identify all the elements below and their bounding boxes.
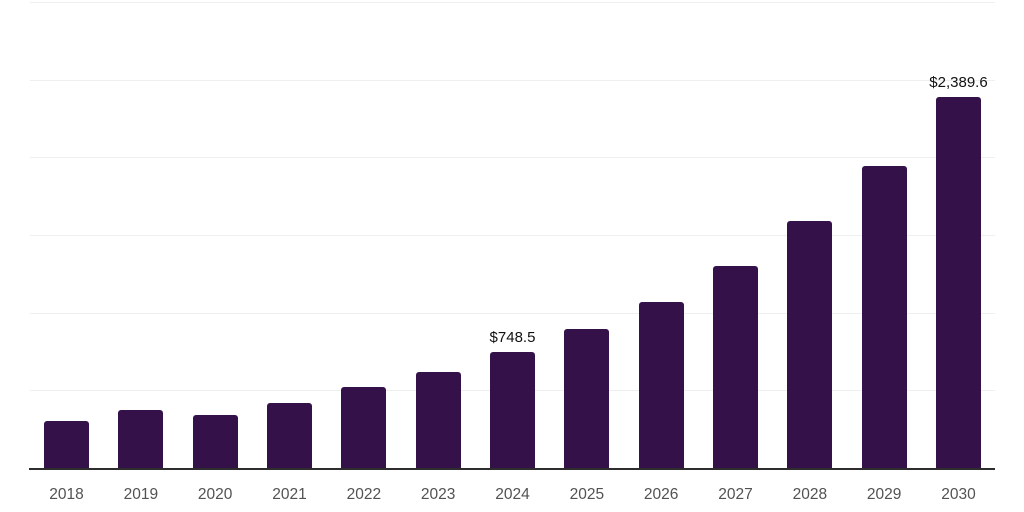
x-tick-label-2028: 2028 [792, 486, 828, 503]
gridline [30, 79, 995, 81]
bar-2028 [787, 220, 833, 468]
bar-value-label-2030: $2,389.6 [929, 73, 988, 91]
gridline [30, 235, 995, 236]
bar-2027 [712, 265, 758, 468]
x-tick-label-2026: 2026 [643, 486, 679, 503]
bar-2020 [192, 415, 238, 468]
bar-2026 [638, 301, 684, 468]
bar-2019 [118, 410, 164, 468]
bar-2029 [861, 165, 907, 468]
x-tick-label-2030: 2030 [941, 486, 976, 503]
bar-2030 [935, 96, 981, 468]
bar-2021 [266, 402, 312, 468]
x-tick-label-2020: 2020 [197, 486, 233, 503]
bar-2024 [489, 351, 535, 468]
gridline [30, 157, 995, 159]
bar-2023 [415, 371, 461, 468]
bar-2025 [564, 329, 610, 468]
bar-2022 [341, 386, 387, 468]
x-tick-label-2029: 2029 [866, 486, 902, 503]
x-tick-label-2025: 2025 [569, 486, 605, 503]
x-axis-tick-labels: 2018 2019 2020 2021 2022 2023 2024 2025 2026 2027… [30, 485, 995, 505]
bar-value-label-2024: $748.5 [489, 328, 536, 346]
bar-2018 [44, 421, 89, 468]
x-tick-label-2024: 2024 [495, 486, 530, 503]
x-tick-label-2018: 2018 [49, 486, 84, 503]
gridline [30, 2, 995, 3]
x-tick-label-2022: 2022 [346, 486, 382, 503]
x-axis-line [29, 468, 995, 470]
plot-area: $748.5 $2,389.6 [30, 2, 995, 468]
x-tick-label-2019: 2019 [123, 486, 159, 503]
gridline [30, 312, 995, 314]
x-tick-label-2021: 2021 [272, 486, 307, 503]
x-tick-label-2023: 2023 [420, 486, 456, 503]
x-tick-label-2027: 2027 [718, 486, 753, 503]
